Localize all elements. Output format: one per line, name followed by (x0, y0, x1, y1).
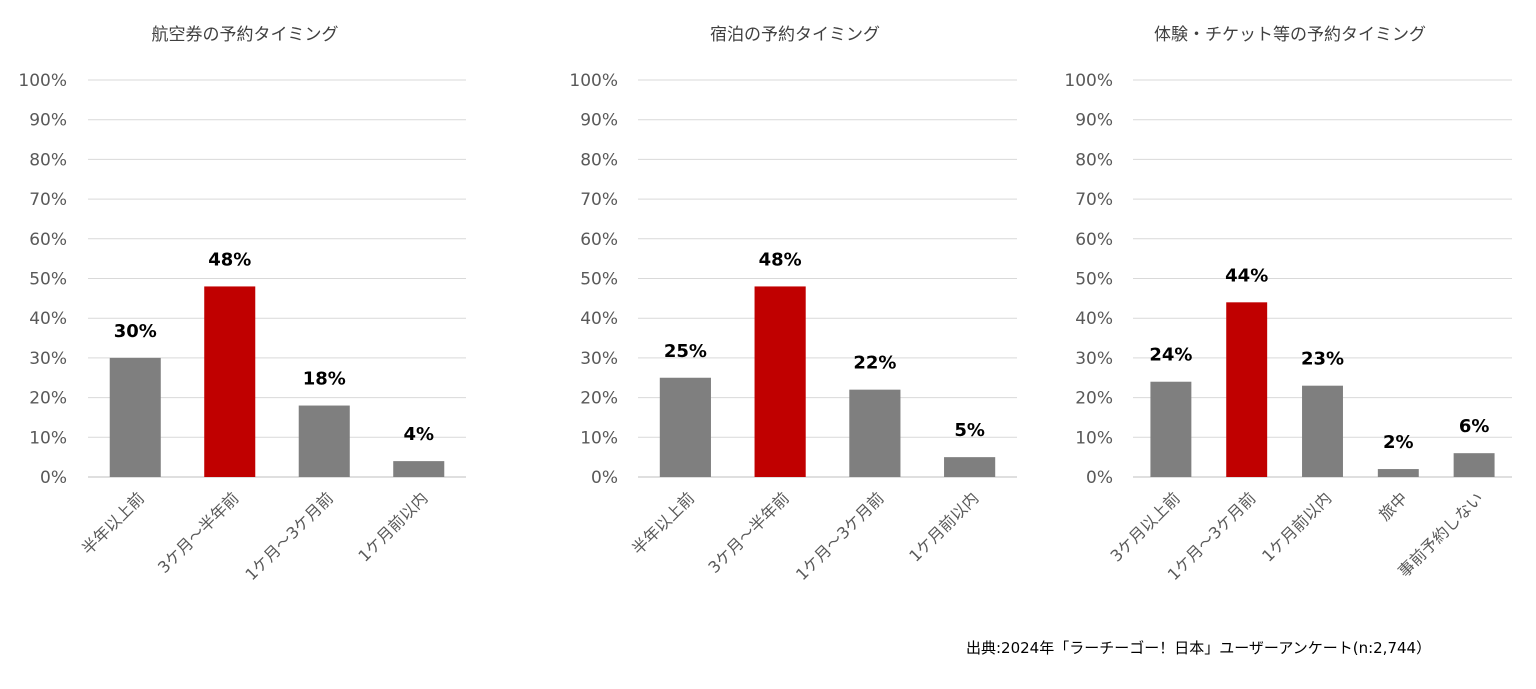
y-tick-label: 30% (29, 349, 67, 369)
category-label: 旅中 (1375, 488, 1411, 524)
y-tick-label: 10% (1075, 428, 1113, 448)
bar (393, 461, 445, 477)
bar (109, 357, 161, 477)
y-tick-label: 50% (1075, 270, 1113, 290)
data-label: 4% (403, 424, 434, 445)
data-label: 6% (1459, 416, 1490, 437)
y-tick-label: 100% (18, 71, 67, 91)
data-label: 22% (853, 353, 896, 374)
bar (1226, 302, 1268, 477)
bar (298, 405, 350, 477)
y-tick-label: 10% (580, 428, 618, 448)
y-tick-label: 0% (1086, 468, 1113, 488)
y-tick-label: 50% (580, 270, 618, 290)
category-label: 3ケ月～半年前 (154, 488, 243, 577)
y-tick-label: 70% (580, 190, 618, 210)
chart-title: 体験・チケット等の予約タイミング (1154, 25, 1426, 45)
bar (1302, 385, 1343, 477)
bar (754, 286, 806, 477)
y-tick-label: 0% (591, 468, 618, 488)
category-label: 1ケ月前以内 (1258, 488, 1335, 565)
y-tick-label: 30% (1075, 349, 1113, 369)
bar (1377, 469, 1419, 477)
y-tick-label: 80% (29, 150, 67, 170)
y-tick-label: 60% (580, 230, 618, 250)
data-label: 44% (1225, 265, 1268, 286)
data-label: 23% (1301, 349, 1344, 370)
data-label: 25% (664, 341, 707, 362)
data-label: 48% (759, 249, 802, 270)
y-tick-label: 60% (29, 230, 67, 250)
y-tick-label: 20% (29, 389, 67, 409)
bar (1150, 381, 1192, 477)
y-tick-label: 20% (1075, 389, 1113, 409)
data-label: 2% (1383, 432, 1414, 453)
y-tick-label: 90% (1075, 111, 1113, 131)
y-tick-label: 70% (29, 190, 67, 210)
chart-title: 宿泊の予約タイミング (710, 25, 880, 45)
y-tick-label: 90% (580, 111, 618, 131)
y-tick-label: 100% (569, 71, 618, 91)
data-label: 24% (1149, 345, 1192, 366)
data-label: 48% (208, 249, 251, 270)
y-tick-label: 40% (29, 309, 67, 329)
bar (944, 457, 996, 477)
data-label: 5% (954, 420, 985, 441)
data-label: 30% (114, 321, 157, 342)
category-label: 1ケ月～3ケ月前 (241, 488, 337, 584)
chart-title: 航空券の予約タイミング (152, 25, 339, 45)
y-tick-label: 40% (580, 309, 618, 329)
y-tick-label: 90% (29, 111, 67, 131)
category-label: 1ケ月～3ケ月前 (792, 488, 888, 584)
y-tick-label: 70% (1075, 190, 1113, 210)
category-label: 半年以上前 (628, 488, 698, 558)
y-tick-label: 0% (40, 468, 67, 488)
category-label: 3ケ月～半年前 (704, 488, 793, 577)
category-label: 3ケ月以上前 (1107, 488, 1184, 565)
source-note: 出典:2024年「ラーチーゴー！日本」ユーザーアンケート(n:2,744） (966, 639, 1432, 657)
y-tick-label: 50% (29, 270, 67, 290)
y-tick-label: 60% (1075, 230, 1113, 250)
category-label: 1ケ月前以内 (354, 488, 431, 565)
bar (1453, 453, 1495, 477)
bar (659, 377, 711, 477)
y-tick-label: 80% (1075, 150, 1113, 170)
y-tick-label: 100% (1064, 71, 1113, 91)
y-tick-label: 10% (29, 428, 67, 448)
y-tick-label: 80% (580, 150, 618, 170)
y-tick-label: 20% (580, 389, 618, 409)
bar (204, 286, 256, 477)
data-label: 18% (303, 369, 346, 390)
category-label: 1ケ月前以内 (905, 488, 982, 565)
y-tick-label: 30% (580, 349, 618, 369)
y-tick-label: 40% (1075, 309, 1113, 329)
bar (849, 389, 901, 477)
category-label: 半年以上前 (78, 488, 148, 558)
